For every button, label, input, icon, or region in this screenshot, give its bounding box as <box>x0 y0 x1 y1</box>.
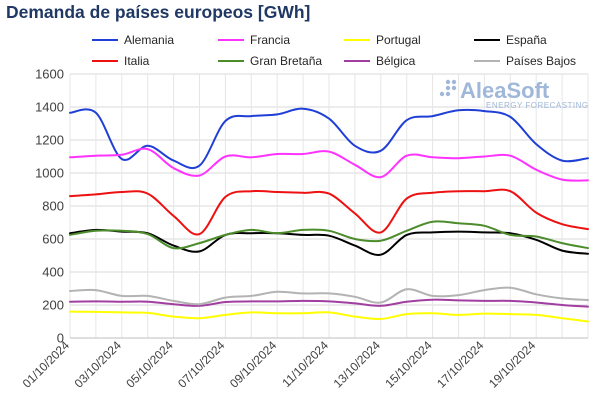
chart-title: Demanda de países europeos [GWh] <box>6 2 311 22</box>
aleasoft-watermark: AleaSoft ENERGY FORECASTING <box>439 78 589 110</box>
legend-item-italia: Italia <box>92 54 150 68</box>
watermark-brand: AleaSoft <box>460 78 550 103</box>
legend-label: Gran Bretaña <box>250 54 322 68</box>
x-tick-label: 15/10/2024 <box>382 338 435 391</box>
y-tick-label: 400 <box>42 265 64 280</box>
legend-label: Alemania <box>124 33 174 47</box>
y-tick-label: 200 <box>42 298 64 313</box>
series-line-italia <box>69 188 589 236</box>
legend-label: Bélgica <box>376 54 416 68</box>
legend-label: Francia <box>250 33 290 47</box>
y-tick-label: 600 <box>42 232 64 247</box>
watermark-tagline: ENERGY FORECASTING <box>486 101 589 110</box>
x-tick-label: 05/10/2024 <box>123 338 176 391</box>
y-tick-label: 800 <box>42 199 64 214</box>
legend-label: Portugal <box>376 33 421 47</box>
series-lines <box>69 107 589 323</box>
legend-item-francia: Francia <box>218 33 290 47</box>
legend-item-belgica: Bélgica <box>344 54 416 68</box>
series-line-belgica <box>69 298 589 308</box>
series-line-alemania <box>69 107 589 170</box>
legend-label: Italia <box>124 54 150 68</box>
gridlines <box>69 73 589 339</box>
legend-label: Países Bajos <box>506 54 576 68</box>
x-tick-label: 17/10/2024 <box>434 338 487 391</box>
y-tick-label: 1600 <box>35 67 64 82</box>
y-tick-label: 1000 <box>35 166 64 181</box>
y-tick-label: 1200 <box>35 133 64 148</box>
x-tick-label: 01/10/2024 <box>20 338 73 391</box>
aleasoft-logo-icon <box>439 79 457 97</box>
legend-item-alemania: Alemania <box>92 33 174 47</box>
x-axis-ticks: 01/10/2024 03/10/2024 05/10/2024 07/10/2024… <box>20 338 539 391</box>
y-axis-ticks: 0 200 400 600 800 1000 1200 1400 1600 <box>35 67 64 346</box>
legend-item-paises-bajos: Países Bajos <box>474 54 576 68</box>
x-tick-label: 07/10/2024 <box>175 338 228 391</box>
legend-label: España <box>506 33 547 47</box>
y-tick-label: 0 <box>57 331 64 346</box>
x-tick-label: 19/10/2024 <box>486 338 539 391</box>
legend: Alemania Francia Portugal España Italia Gran … <box>92 33 576 68</box>
x-tick-label: 09/10/2024 <box>227 338 280 391</box>
series-line-paises-bajos <box>69 286 589 306</box>
series-line-francia <box>69 147 589 182</box>
x-tick-label: 03/10/2024 <box>72 338 125 391</box>
y-tick-label: 1400 <box>35 100 64 115</box>
x-tick-label: 13/10/2024 <box>331 338 384 391</box>
legend-item-espana: España <box>474 33 547 47</box>
legend-item-gran-bretana: Gran Bretaña <box>218 54 322 68</box>
x-tick-label: 11/10/2024 <box>279 338 331 390</box>
legend-item-portugal: Portugal <box>344 33 421 47</box>
series-line-portugal <box>69 310 589 323</box>
series-line-gran-bretana <box>69 220 589 250</box>
